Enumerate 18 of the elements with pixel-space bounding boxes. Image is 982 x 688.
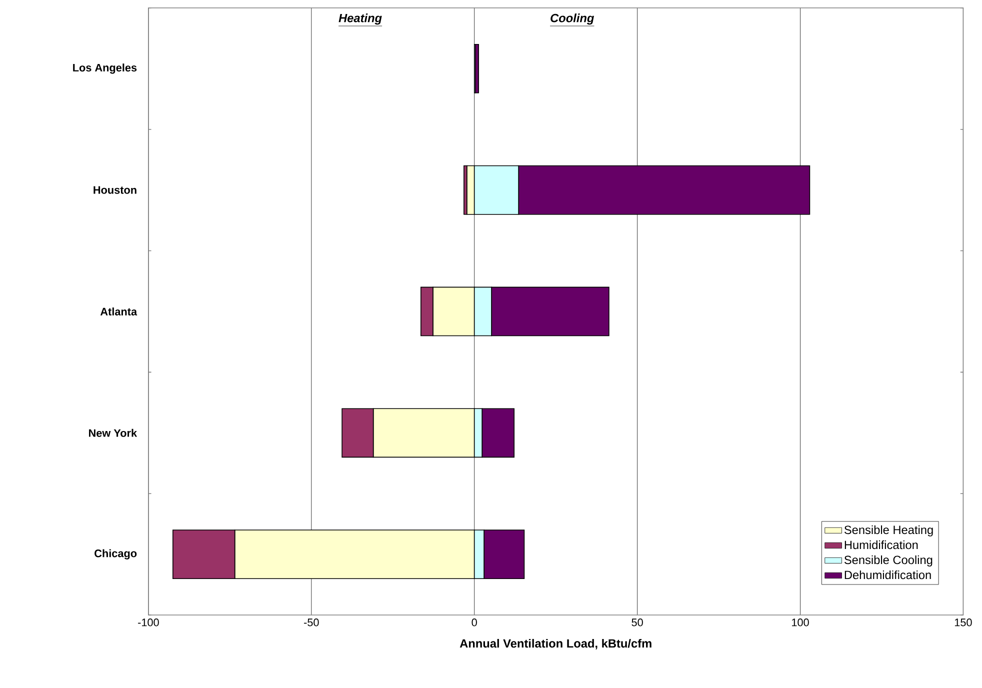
x-tick-label: 100: [792, 618, 809, 626]
annotation: Heating: [338, 13, 382, 25]
y-tick-label: New York: [89, 428, 138, 437]
x-axis-title: Annual Ventilation Load, kBtu/cfm: [460, 638, 652, 650]
annotation: Cooling: [550, 13, 594, 25]
x-tick-label: 0: [472, 618, 477, 626]
x-tick-label: 50: [632, 618, 643, 626]
y-tick-label: Atlanta: [100, 307, 138, 316]
y-tick-label: Chicago: [94, 549, 137, 560]
legend-label: Sensible Cooling: [844, 555, 932, 566]
legend-label: Sensible Heating: [844, 525, 933, 536]
legend-label: Humidification: [844, 540, 918, 550]
y-tick-label: Los Angeles: [73, 63, 137, 74]
y-tick-label: Houston: [94, 186, 136, 194]
x-tick-label: 150: [954, 618, 972, 626]
legend-label: Dehumidification: [844, 570, 931, 580]
x-tick-label: -50: [304, 618, 319, 626]
x-tick-label: -100: [138, 618, 159, 626]
